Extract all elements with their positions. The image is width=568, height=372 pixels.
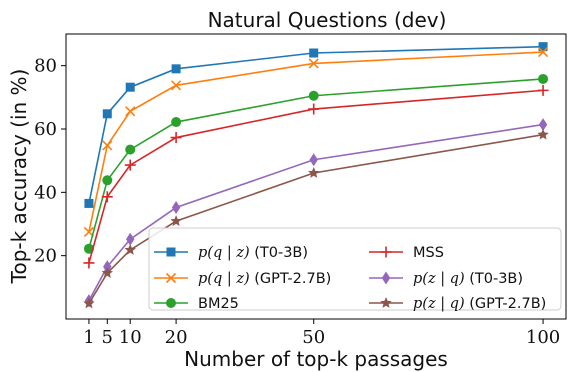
data-point (171, 80, 182, 91)
legend-suffix: BM25 (198, 296, 239, 312)
data-point (126, 232, 135, 246)
data-point (101, 191, 113, 203)
plot-area (65, 33, 567, 320)
legend-item: p(z | q) (GPT-2.7B) (369, 296, 546, 312)
data-point (308, 103, 320, 115)
y-tick-label: 20 (34, 246, 57, 267)
data-point (538, 42, 548, 52)
legend-math: p(z | q) (413, 271, 465, 287)
data-point (537, 46, 549, 58)
legend-marker (166, 247, 176, 257)
legend-label: p(z | q) (T0-3B) (413, 271, 523, 287)
legend-item: MSS (369, 245, 444, 261)
series-line (88, 51, 544, 233)
data-point (125, 144, 136, 155)
data-point (537, 84, 549, 96)
y-tick-label: 80 (34, 56, 57, 77)
data-point (84, 198, 94, 208)
data-point (538, 118, 548, 132)
data-point (125, 106, 136, 117)
data-point (171, 64, 181, 74)
data-point (308, 58, 319, 69)
data-point (537, 128, 549, 140)
legend-marker (166, 298, 176, 308)
data-point (124, 159, 136, 171)
legend: p(q | z) (T0-3B)p(q | z) (GPT-2.7B)BM25M… (148, 227, 562, 312)
data-point (83, 297, 95, 309)
series-group (84, 42, 548, 208)
data-point (103, 260, 112, 274)
series-layer (83, 42, 549, 309)
data-point (308, 167, 320, 178)
y-tick-label: 40 (34, 182, 57, 203)
legend-math: p(q | z) (198, 245, 250, 261)
legend-math: p(q | z) (198, 271, 250, 287)
y-tick-label: 60 (34, 119, 57, 140)
x-tick-label: 50 (302, 327, 325, 348)
data-point (538, 73, 549, 84)
data-point (83, 257, 95, 269)
data-point (124, 243, 136, 255)
data-point (309, 48, 319, 58)
legend-item: BM25 (154, 296, 239, 312)
series-group (83, 84, 549, 269)
x-tick-label: 5 (102, 327, 113, 348)
data-point (308, 90, 319, 101)
x-axis: 1 5 10 20 50 100 (83, 319, 560, 348)
series-group (83, 73, 549, 254)
legend-marker (380, 297, 392, 308)
legend-item: p(z | q) (T0-3B) (369, 271, 523, 287)
legend-suffix: (GPT-2.7B) (250, 271, 332, 287)
x-tick-label: 10 (119, 327, 142, 348)
legend-marker (380, 246, 392, 258)
y-axis-label: Top-k accuracy (in %) (7, 69, 31, 285)
legend-label: BM25 (198, 296, 239, 312)
legend-math: p(z | q) (413, 296, 465, 312)
data-point (170, 215, 182, 226)
legend-label: p(q | z) (GPT-2.7B) (198, 271, 331, 287)
legend-suffix: (GPT-2.7B) (465, 296, 547, 312)
series-group (83, 46, 549, 237)
data-point (171, 117, 182, 128)
series-line (88, 89, 544, 264)
data-point (102, 140, 113, 151)
legend-label: MSS (413, 245, 444, 261)
y-axis: 20 40 60 80 (34, 56, 66, 267)
legend-item: p(q | z) (GPT-2.7B) (154, 271, 331, 287)
x-tick-label: 20 (165, 327, 188, 348)
x-tick-label: 100 (526, 327, 560, 348)
data-point (125, 82, 135, 92)
legend-label: p(z | q) (GPT-2.7B) (413, 296, 546, 312)
data-point (102, 109, 112, 119)
legend-marker (381, 271, 391, 285)
data-point (102, 175, 113, 186)
legend-item: p(q | z) (T0-3B) (154, 245, 308, 261)
x-axis-label: Number of top-k passages (184, 347, 448, 371)
x-tick-label: 1 (83, 327, 94, 348)
legend-marker (165, 272, 177, 284)
legend-box (148, 227, 562, 311)
series-line (88, 78, 544, 249)
legend-suffix: MSS (413, 245, 444, 261)
legend-suffix: (T0-3B) (465, 271, 523, 287)
data-point (171, 201, 181, 215)
legend-label: p(q | z) (T0-3B) (198, 245, 308, 261)
data-point (309, 153, 318, 167)
data-point (170, 132, 182, 144)
chart-title: Natural Questions (dev) (208, 8, 447, 32)
data-point (101, 267, 113, 278)
legend-suffix: (T0-3B) (250, 245, 308, 261)
series-line (88, 45, 544, 204)
